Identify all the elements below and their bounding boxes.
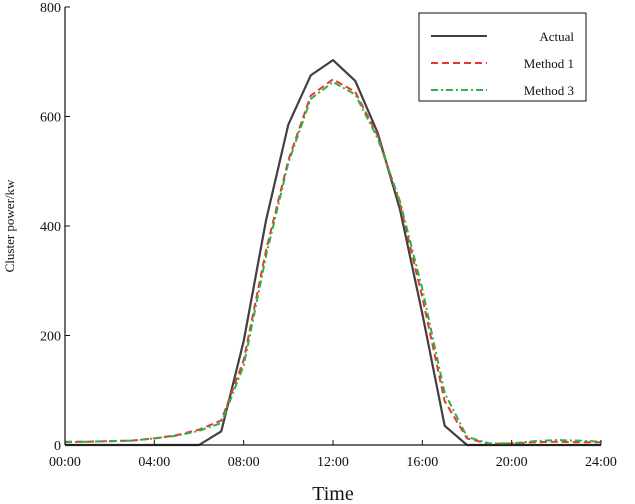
y-tick-label: 800: [40, 1, 61, 16]
legend: Actual Method 1 Method 3: [418, 12, 587, 102]
y-tick-label: 600: [40, 111, 61, 126]
legend-label-1: Actual: [539, 29, 574, 44]
x-tick-label: 08:00: [228, 455, 260, 470]
plot-area: [64, 58, 602, 447]
tick-marks: 00:00 04:00 08:00 12:00 16:00 20:00 24:00 0 200 4…: [40, 1, 617, 470]
series-line-1: [65, 58, 601, 447]
y-tick-label: 200: [40, 330, 61, 345]
series-line-2: [65, 78, 601, 445]
x-tick-label: 04:00: [138, 455, 170, 470]
x-tick-label: 16:00: [406, 455, 438, 470]
y-tick-label: 400: [40, 220, 61, 235]
y-tick-label: 0: [54, 439, 61, 454]
series-line-3: [64, 81, 602, 445]
y-axis-title: Cluster power/kw: [2, 179, 17, 272]
x-tick-label: 20:00: [496, 455, 528, 470]
legend-label-3: Method 3: [524, 83, 574, 98]
x-tick-label: 12:00: [317, 455, 349, 470]
legend-label-2: Method 1: [524, 56, 574, 71]
x-tick-label: 24:00: [585, 455, 617, 470]
legend-box: [418, 12, 587, 102]
x-tick-label: 00:00: [49, 455, 81, 470]
x-axis-title: Time: [312, 483, 354, 504]
